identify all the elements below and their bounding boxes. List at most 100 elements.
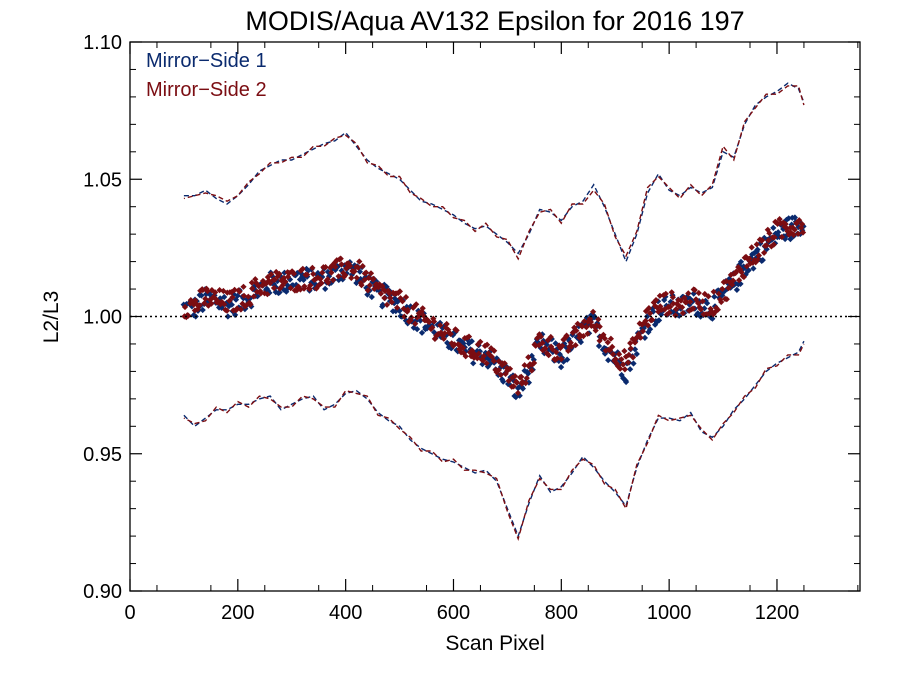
- data-point-mirror-side-2: [483, 341, 491, 348]
- data-point-mirror-side-2: [402, 293, 410, 301]
- data-point-mirror-side-2: [408, 314, 415, 321]
- data-point-mirror-side-2: [322, 263, 329, 271]
- data-point-mirror-side-2: [393, 304, 401, 311]
- data-point-mirror-side-2: [282, 278, 289, 285]
- data-point-mirror-side-2: [401, 313, 408, 320]
- data-point-mirror-side-2: [413, 301, 420, 308]
- data-point-mirror-side-2: [356, 258, 363, 265]
- data-point-mirror-side-2: [497, 371, 504, 378]
- data-point-mirror-side-2: [625, 351, 633, 359]
- data-point-mirror-side-2: [420, 312, 427, 319]
- data-point-mirror-side-1: [470, 360, 477, 367]
- data-point-mirror-side-2: [301, 283, 308, 290]
- data-point-mirror-side-2: [480, 352, 487, 360]
- data-point-mirror-side-2: [338, 261, 345, 268]
- data-point-mirror-side-2: [386, 290, 393, 297]
- data-point-mirror-side-2: [609, 343, 616, 351]
- data-point-mirror-side-2: [309, 264, 316, 272]
- data-point-mirror-side-1: [368, 293, 375, 301]
- data-point-mirror-side-2: [430, 318, 438, 325]
- data-point-mirror-side-2: [364, 287, 372, 294]
- data-point-mirror-side-2: [501, 360, 508, 367]
- x-axis-label: Scan Pixel: [445, 632, 544, 655]
- data-point-mirror-side-2: [705, 293, 712, 300]
- data-point-mirror-side-2: [412, 320, 419, 327]
- x-tick-label: 1200: [755, 602, 800, 624]
- data-point-mirror-side-1: [322, 285, 329, 293]
- data-point-mirror-side-2: [667, 303, 674, 311]
- data-point-mirror-side-2: [595, 316, 602, 323]
- data-point-mirror-side-2: [270, 284, 278, 292]
- data-point-mirror-side-2: [642, 317, 649, 325]
- data-point-mirror-side-2: [303, 271, 311, 278]
- data-point-mirror-side-2: [267, 279, 274, 287]
- data-point-mirror-side-1: [418, 329, 426, 336]
- data-point-mirror-side-2: [310, 270, 317, 278]
- upper-bound-line-mirror-side-2: [183, 85, 805, 261]
- data-point-mirror-side-2: [549, 346, 556, 353]
- data-point-mirror-side-2: [437, 322, 444, 329]
- data-point-mirror-side-2: [328, 269, 335, 276]
- data-point-mirror-side-1: [500, 378, 507, 385]
- data-point-mirror-side-2: [669, 294, 677, 301]
- data-point-mirror-side-2: [621, 366, 629, 373]
- data-point-mirror-side-1: [417, 317, 424, 324]
- data-point-mirror-side-2: [276, 270, 283, 278]
- data-point-mirror-side-2: [351, 268, 358, 275]
- data-point-mirror-side-2: [396, 288, 404, 295]
- y-tick-label: 1.10: [83, 32, 122, 54]
- data-point-mirror-side-2: [644, 322, 652, 329]
- data-point-mirror-side-2: [324, 279, 332, 286]
- data-point-mirror-side-2: [686, 298, 694, 305]
- data-point-mirror-side-2: [646, 310, 654, 317]
- data-point-mirror-side-2: [474, 355, 481, 362]
- data-point-mirror-side-2: [307, 282, 314, 289]
- data-point-mirror-side-2: [465, 333, 473, 340]
- data-point-mirror-side-2: [358, 281, 365, 289]
- data-point-mirror-side-2: [459, 344, 467, 352]
- data-point-mirror-side-2: [629, 354, 637, 361]
- x-tick-label: 800: [545, 602, 578, 624]
- data-point-mirror-side-2: [589, 308, 597, 315]
- data-point-mirror-side-2: [685, 290, 692, 297]
- x-tick-label: 600: [437, 602, 470, 624]
- data-point-mirror-side-2: [353, 274, 360, 281]
- data-point-mirror-side-2: [506, 365, 514, 372]
- data-point-mirror-side-2: [426, 318, 433, 326]
- data-point-mirror-side-1: [631, 346, 639, 353]
- data-point-mirror-side-2: [231, 286, 238, 294]
- data-point-mirror-side-2: [250, 293, 257, 300]
- chart-title: MODIS/Aqua AV132 Epsilon for 2016 197: [245, 6, 744, 36]
- data-point-mirror-side-2: [480, 357, 487, 364]
- data-point-mirror-side-1: [737, 258, 745, 265]
- data-point-mirror-side-2: [346, 262, 354, 270]
- data-point-mirror-side-2: [604, 339, 611, 346]
- data-point-mirror-side-2: [668, 289, 675, 296]
- data-point-mirror-side-2: [377, 290, 385, 297]
- data-point-mirror-side-1: [676, 312, 683, 319]
- data-point-mirror-side-2: [477, 338, 484, 345]
- data-point-mirror-side-2: [366, 282, 373, 289]
- data-point-mirror-side-1: [276, 289, 283, 296]
- data-point-mirror-side-2: [362, 269, 370, 276]
- data-point-mirror-side-2: [367, 270, 375, 277]
- data-point-mirror-side-2: [332, 263, 339, 271]
- data-point-mirror-side-2: [495, 366, 502, 374]
- data-point-mirror-side-2: [697, 306, 705, 313]
- data-point-mirror-side-2: [335, 273, 342, 280]
- y-tick-label: 1.00: [83, 307, 122, 329]
- y-tick-label: 1.05: [83, 169, 122, 191]
- data-point-mirror-side-2: [475, 350, 482, 357]
- data-point-mirror-side-2: [443, 320, 450, 328]
- data-point-mirror-side-2: [348, 274, 355, 282]
- data-point-mirror-side-2: [329, 276, 337, 284]
- data-point-mirror-side-2: [710, 288, 717, 295]
- data-point-mirror-side-2: [662, 290, 669, 297]
- data-point-mirror-side-2: [518, 373, 525, 381]
- data-point-mirror-side-2: [755, 252, 763, 259]
- data-point-mirror-side-2: [264, 291, 271, 298]
- data-point-mirror-side-2: [453, 327, 460, 334]
